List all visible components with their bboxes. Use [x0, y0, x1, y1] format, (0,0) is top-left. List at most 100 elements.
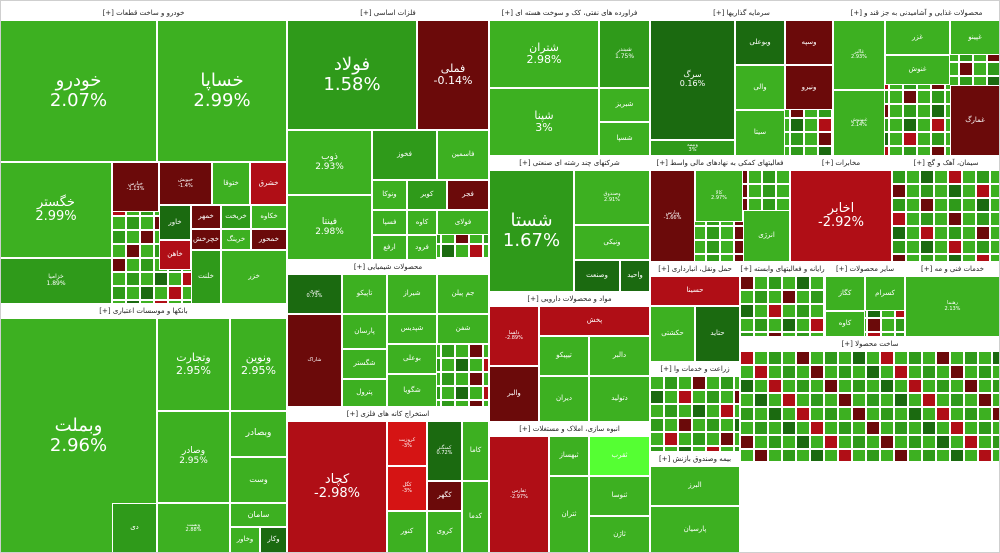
minor-stock-tile[interactable] [112, 272, 126, 286]
minor-stock-tile[interactable] [824, 435, 838, 449]
stock-tile[interactable]: غزر [885, 20, 950, 55]
minor-stock-tile[interactable] [818, 118, 832, 132]
stock-tile[interactable]: ثقرب [589, 436, 650, 476]
minor-stock-tile[interactable] [469, 344, 483, 358]
stock-tile[interactable]: دی [112, 503, 157, 553]
minor-stock-tile[interactable] [824, 393, 838, 407]
stock-tile[interactable]: ونوین 2.95% [230, 318, 287, 411]
minor-stock-tile[interactable] [768, 276, 782, 290]
minor-stock-tile[interactable] [441, 372, 455, 386]
minor-stock-tile[interactable] [894, 421, 908, 435]
minor-stock-tile[interactable] [706, 226, 720, 240]
stock-tile[interactable]: شفن [437, 314, 489, 344]
stock-tile[interactable]: خریخت [221, 205, 251, 229]
minor-stock-tile[interactable] [892, 212, 906, 226]
minor-stock-tile[interactable] [804, 118, 818, 132]
minor-stock-tile[interactable] [866, 379, 880, 393]
stock-tile[interactable]: حتاید [695, 306, 740, 362]
minor-stock-tile[interactable] [990, 240, 1000, 254]
sector-header[interactable]: سیمان، آهک و گچ [+] [892, 156, 1000, 171]
minor-stock-tile[interactable] [782, 393, 796, 407]
minor-stock-tile[interactable] [692, 432, 706, 446]
minor-stock-tile[interactable] [810, 304, 824, 318]
sector-header[interactable]: انبوه سازی، املاک و مستغلات [+] [489, 422, 650, 437]
minor-stock-tile[interactable] [483, 386, 489, 400]
stock-tile[interactable]: ثنوسا [589, 476, 650, 516]
minor-stock-tile[interactable] [903, 104, 917, 118]
minor-stock-tile[interactable] [962, 254, 976, 262]
minor-stock-tile[interactable] [168, 286, 182, 300]
minor-stock-tile[interactable] [818, 146, 832, 156]
sector-header[interactable]: زراعت و خدمات وا [+] [650, 362, 740, 377]
minor-stock-tile[interactable] [740, 304, 754, 318]
stock-tile[interactable]: خکاوه [251, 205, 287, 229]
minor-stock-tile[interactable] [866, 449, 880, 462]
stock-tile[interactable]: ونوکا [372, 180, 407, 210]
minor-stock-tile[interactable] [978, 421, 992, 435]
stock-tile[interactable]: فولاد 1.58% [287, 20, 417, 130]
minor-stock-tile[interactable] [768, 407, 782, 421]
minor-stock-tile[interactable] [920, 254, 934, 262]
minor-stock-tile[interactable] [922, 421, 936, 435]
minor-stock-tile[interactable] [936, 435, 950, 449]
minor-stock-tile[interactable] [126, 286, 140, 300]
minor-stock-tile[interactable] [906, 170, 920, 184]
minor-stock-tile[interactable] [154, 272, 168, 286]
stock-tile[interactable]: کاما [462, 421, 489, 481]
minor-stock-tile[interactable] [720, 226, 734, 240]
minor-stock-tile[interactable] [964, 393, 978, 407]
stock-tile[interactable]: واحید [620, 260, 650, 292]
sector-header[interactable]: خودرو و ساخت قطعات [+] [0, 6, 287, 21]
minor-stock-tile[interactable] [992, 351, 1000, 365]
minor-stock-tile[interactable] [867, 318, 881, 332]
stock-tile[interactable]: وسپه [785, 20, 833, 65]
stock-tile[interactable]: شستا 1.67% [489, 170, 574, 292]
stock-tile[interactable]: خچرخش [191, 229, 221, 250]
minor-stock-tile[interactable] [441, 244, 455, 258]
minor-stock-tile[interactable] [934, 184, 948, 198]
sector-header[interactable]: حمل ونقل، انبارداری [+] [650, 262, 740, 277]
minor-stock-tile[interactable] [838, 351, 852, 365]
minor-stock-tile[interactable] [950, 407, 964, 421]
minor-stock-tile[interactable] [894, 449, 908, 462]
minor-stock-tile[interactable] [455, 400, 469, 407]
minor-stock-tile[interactable] [948, 184, 962, 198]
minor-stock-tile[interactable] [936, 379, 950, 393]
minor-stock-tile[interactable] [824, 365, 838, 379]
minor-stock-tile[interactable] [894, 351, 908, 365]
stock-tile[interactable]: وتجارت 2.95% [157, 318, 230, 411]
minor-stock-tile[interactable] [810, 393, 824, 407]
stock-tile[interactable]: کچاد -2.98% [287, 421, 387, 553]
minor-stock-tile[interactable] [168, 272, 182, 286]
minor-stock-tile[interactable] [880, 379, 894, 393]
minor-stock-tile[interactable] [754, 351, 768, 365]
stock-tile[interactable]: فرود [407, 235, 437, 260]
minor-stock-tile[interactable] [920, 184, 934, 198]
stock-tile[interactable]: کنور [387, 511, 427, 553]
minor-stock-tile[interactable] [469, 386, 483, 400]
minor-stock-tile[interactable] [906, 198, 920, 212]
minor-stock-tile[interactable] [889, 118, 903, 132]
minor-stock-tile[interactable] [720, 254, 734, 262]
stock-tile[interactable]: وست [230, 457, 287, 503]
minor-stock-tile[interactable] [140, 258, 154, 272]
minor-stock-tile[interactable] [782, 304, 796, 318]
sector-header[interactable]: مخابرات [+] [790, 156, 892, 171]
minor-stock-tile[interactable] [706, 254, 720, 262]
minor-stock-tile[interactable] [782, 421, 796, 435]
minor-stock-tile[interactable] [917, 104, 931, 118]
stock-tile[interactable]: فاسمین [437, 130, 489, 180]
minor-stock-tile[interactable] [881, 318, 895, 332]
minor-stock-tile[interactable] [838, 435, 852, 449]
minor-stock-tile[interactable] [740, 435, 754, 449]
stock-tile[interactable]: خمحور [251, 229, 287, 250]
minor-stock-tile[interactable] [768, 449, 782, 462]
minor-stock-tile[interactable] [112, 216, 126, 230]
minor-stock-tile[interactable] [740, 379, 754, 393]
minor-stock-tile[interactable] [852, 435, 866, 449]
minor-stock-tile[interactable] [866, 393, 880, 407]
minor-stock-tile[interactable] [922, 379, 936, 393]
minor-stock-tile[interactable] [906, 212, 920, 226]
minor-stock-tile[interactable] [748, 170, 762, 184]
minor-stock-tile[interactable] [880, 393, 894, 407]
